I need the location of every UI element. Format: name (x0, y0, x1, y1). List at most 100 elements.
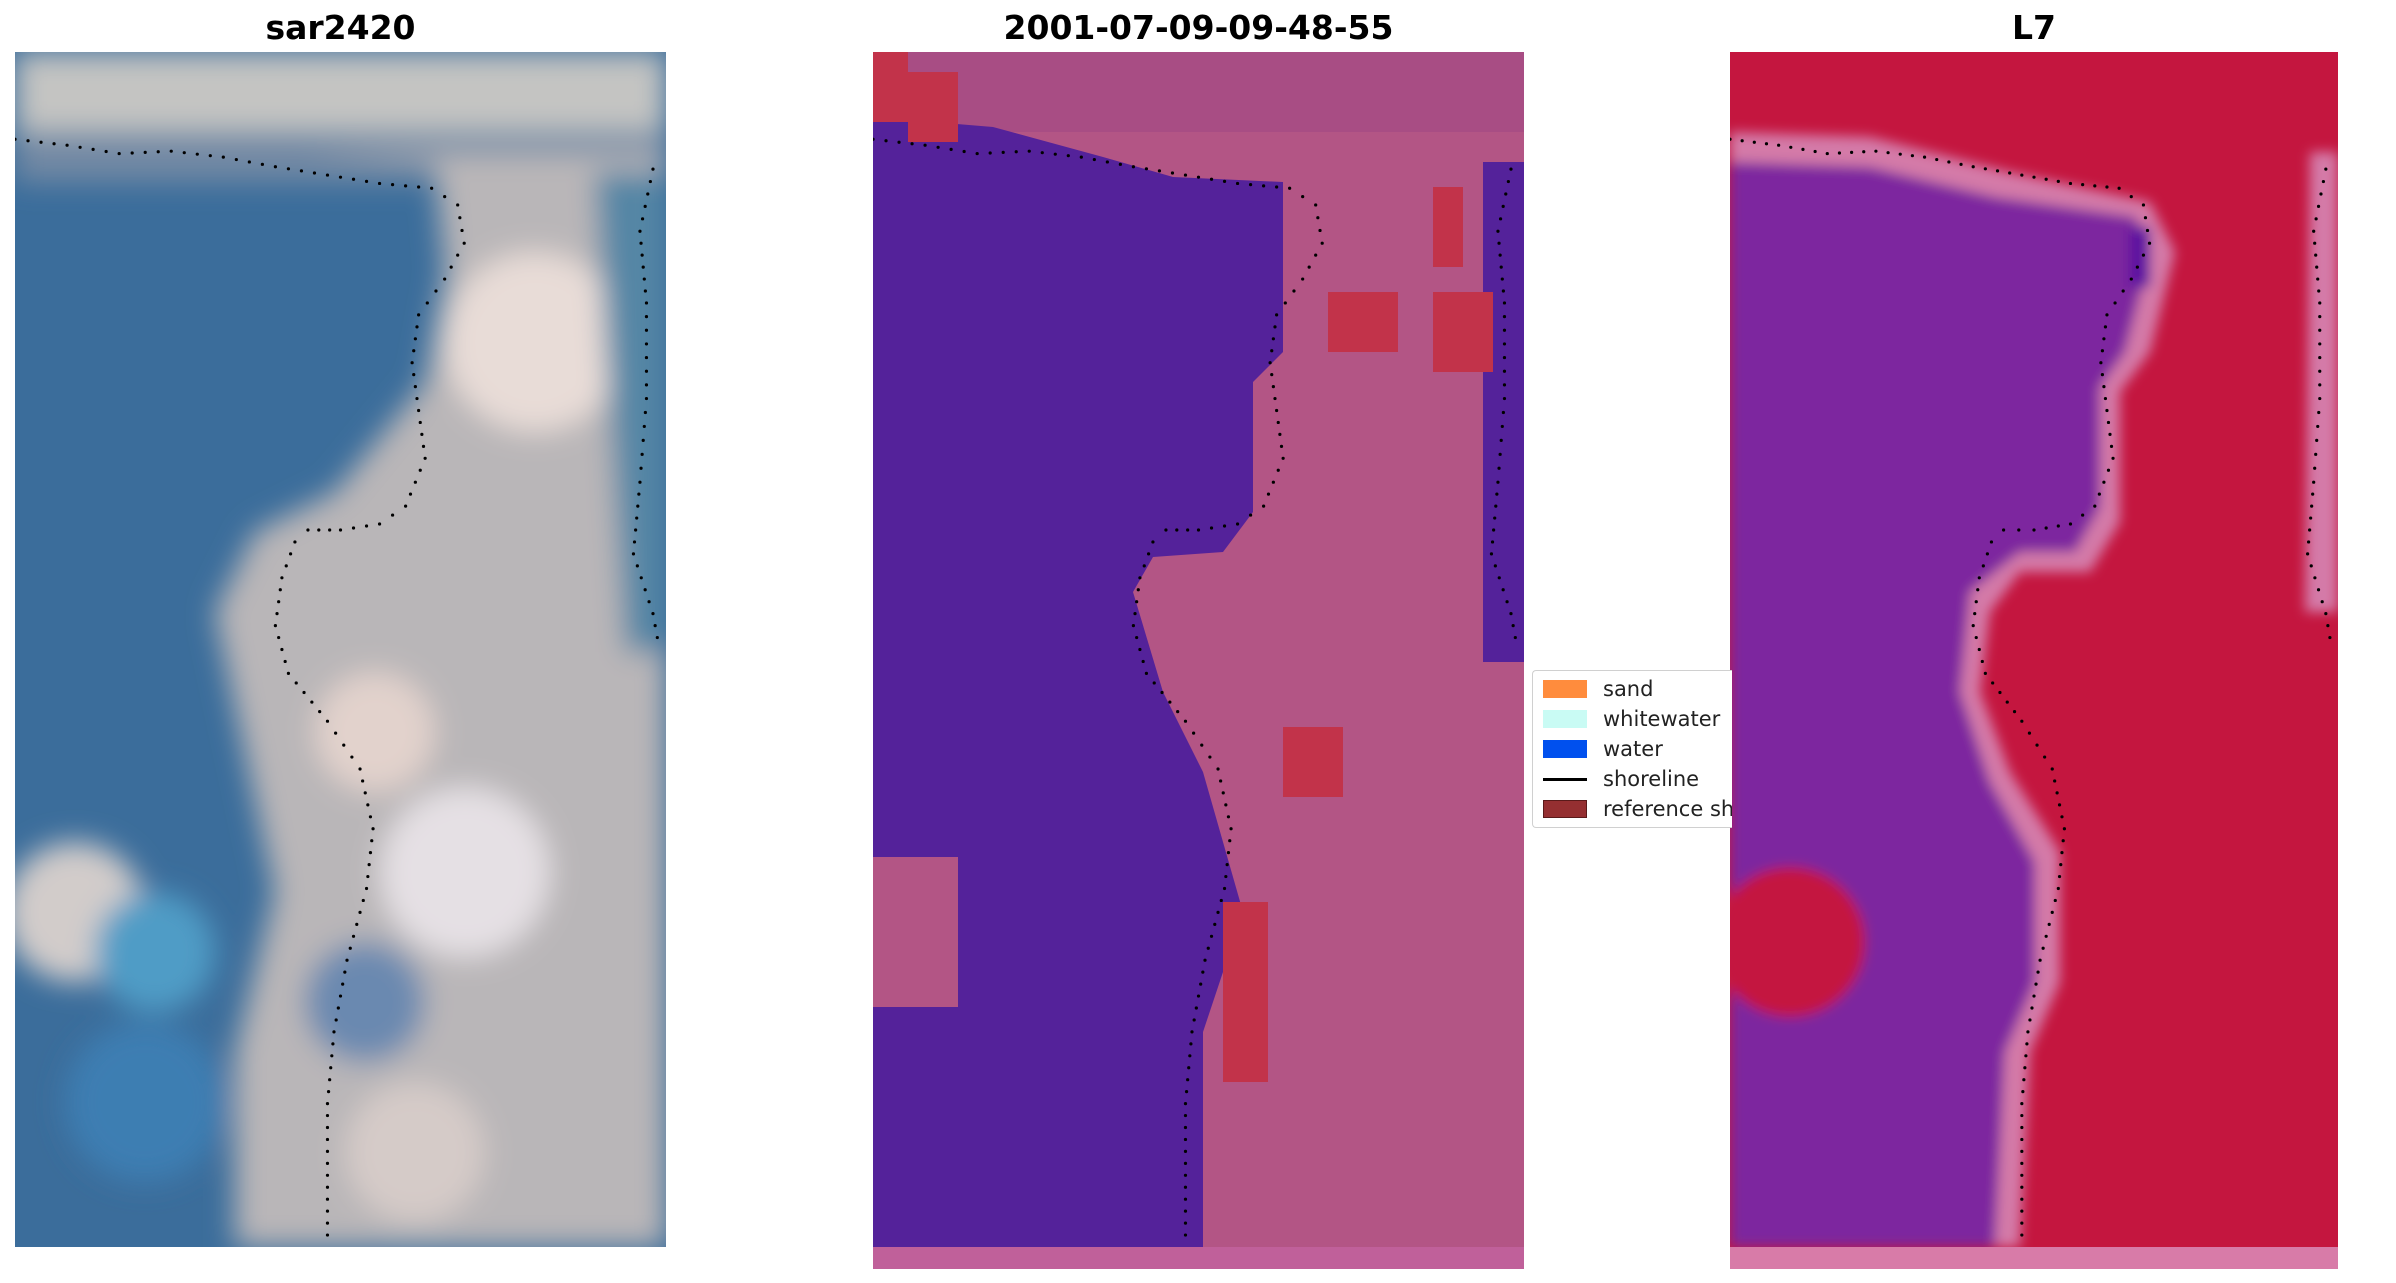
shoreline-point (325, 1149, 330, 1153)
shoreline-point (643, 588, 647, 592)
shoreline-point (1281, 456, 1285, 460)
shoreline-point (334, 1018, 338, 1022)
shoreline-point (640, 217, 645, 221)
shoreline-point (1989, 540, 1994, 544)
shoreline-point (2020, 1221, 2024, 1225)
shoreline-point (653, 624, 657, 628)
shoreline-point (293, 540, 297, 544)
shoreline-point (2135, 265, 2139, 269)
shoreline-point (2002, 528, 2006, 532)
shoreline-point (1922, 155, 1927, 159)
shoreline-point (2314, 217, 2318, 221)
shoreline-point (234, 157, 238, 162)
shoreline-point (1146, 552, 1151, 556)
shoreline-point (2320, 600, 2324, 604)
classified-image (873, 52, 1524, 1269)
shoreline-point (325, 1125, 330, 1130)
shoreline-point (277, 635, 281, 640)
shoreline-point (413, 385, 417, 389)
shoreline-point (2316, 204, 2321, 208)
shoreline-point (2315, 265, 2319, 269)
shoreline-point (910, 142, 914, 146)
shoreline-point (130, 151, 134, 155)
shoreline-point (2317, 289, 2321, 293)
legend-item-shoreline: shoreline (1543, 767, 1699, 791)
legend: sand whitewater water shoreline referenc… (1532, 670, 1732, 828)
shoreline-point (1316, 216, 1320, 220)
shoreline-line (1543, 777, 1587, 781)
shoreline-point (2038, 958, 2042, 962)
shoreline-point (361, 779, 365, 783)
shoreline-point (1222, 524, 1227, 528)
shoreline-point (1981, 564, 1985, 568)
shoreline-point (1168, 700, 1172, 704)
shoreline-point (2324, 167, 2328, 171)
shoreline-point (408, 492, 413, 496)
shoreline-point (1502, 355, 1507, 360)
shoreline-point (1271, 480, 1275, 484)
shoreline-point (39, 140, 43, 144)
shoreline-point (208, 154, 212, 158)
shoreline-point (2017, 528, 2021, 532)
shoreline-point (2117, 186, 2121, 190)
shoreline-point (2317, 410, 2321, 415)
shoreline-point (2307, 540, 2311, 544)
shoreline-point (2318, 383, 2322, 387)
shoreline-point (2318, 301, 2322, 305)
shoreline-point (651, 167, 655, 171)
shoreline-point (2032, 994, 2036, 998)
shoreline-point (1974, 600, 1978, 604)
shoreline-point (325, 1233, 330, 1237)
shoreline-point (1271, 385, 1275, 389)
shoreline-point (430, 186, 434, 190)
shoreline-point (644, 342, 649, 346)
shoreline-point (1730, 137, 1732, 141)
shoreline-point (361, 898, 365, 903)
shoreline-point (1498, 253, 1502, 257)
shoreline-point (1983, 671, 1987, 676)
shoreline-point (260, 162, 264, 166)
shoreline-point (1318, 228, 1322, 233)
shoreline-point (631, 552, 636, 556)
shoreline-point (2061, 839, 2065, 843)
shoreline-point (2041, 946, 2045, 950)
shoreline-point (1980, 659, 1984, 664)
shoreline-point (325, 719, 330, 723)
shoreline-point (1138, 647, 1142, 652)
index-image-panel (1730, 52, 2338, 1269)
shoreline-point (2313, 466, 2317, 470)
shoreline-point (1183, 173, 1188, 177)
shoreline-point (370, 839, 374, 843)
legend-item-reference-shoreline: reference shoreline (1543, 797, 1732, 821)
shoreline-point (1183, 1113, 1188, 1118)
shoreline-point (364, 886, 369, 891)
shoreline-point (1862, 150, 1866, 154)
shoreline-point (2021, 1090, 2025, 1094)
shoreline-dots (631, 167, 659, 640)
shoreline-point (647, 600, 651, 604)
shoreline-point (1271, 337, 1275, 341)
shoreline-point (1496, 480, 1500, 484)
shoreline-point (423, 456, 427, 460)
shoreline-point (15, 137, 17, 141)
shoreline-point (1493, 516, 1497, 520)
shoreline-point (1496, 229, 1500, 233)
shoreline-point (2324, 612, 2328, 616)
shoreline-point (643, 410, 647, 415)
shoreline-point (2129, 194, 2133, 199)
shoreline-point (336, 1006, 340, 1010)
shoreline-point (325, 1102, 330, 1106)
shoreline-point (1898, 152, 1902, 156)
shoreline-point (1183, 1185, 1188, 1189)
shoreline-point (1497, 466, 1501, 470)
legend-item-sand: sand (1543, 677, 1653, 701)
shoreline-point (1276, 468, 1280, 472)
shoreline-point (988, 151, 992, 155)
shoreline-point (1270, 349, 1274, 353)
shoreline-point (2113, 301, 2117, 305)
shoreline-point (415, 325, 419, 329)
shoreline-point (299, 169, 304, 173)
shoreline-point (1183, 1221, 1188, 1225)
shoreline-point (1977, 647, 1981, 652)
shoreline-point (2020, 1149, 2024, 1153)
